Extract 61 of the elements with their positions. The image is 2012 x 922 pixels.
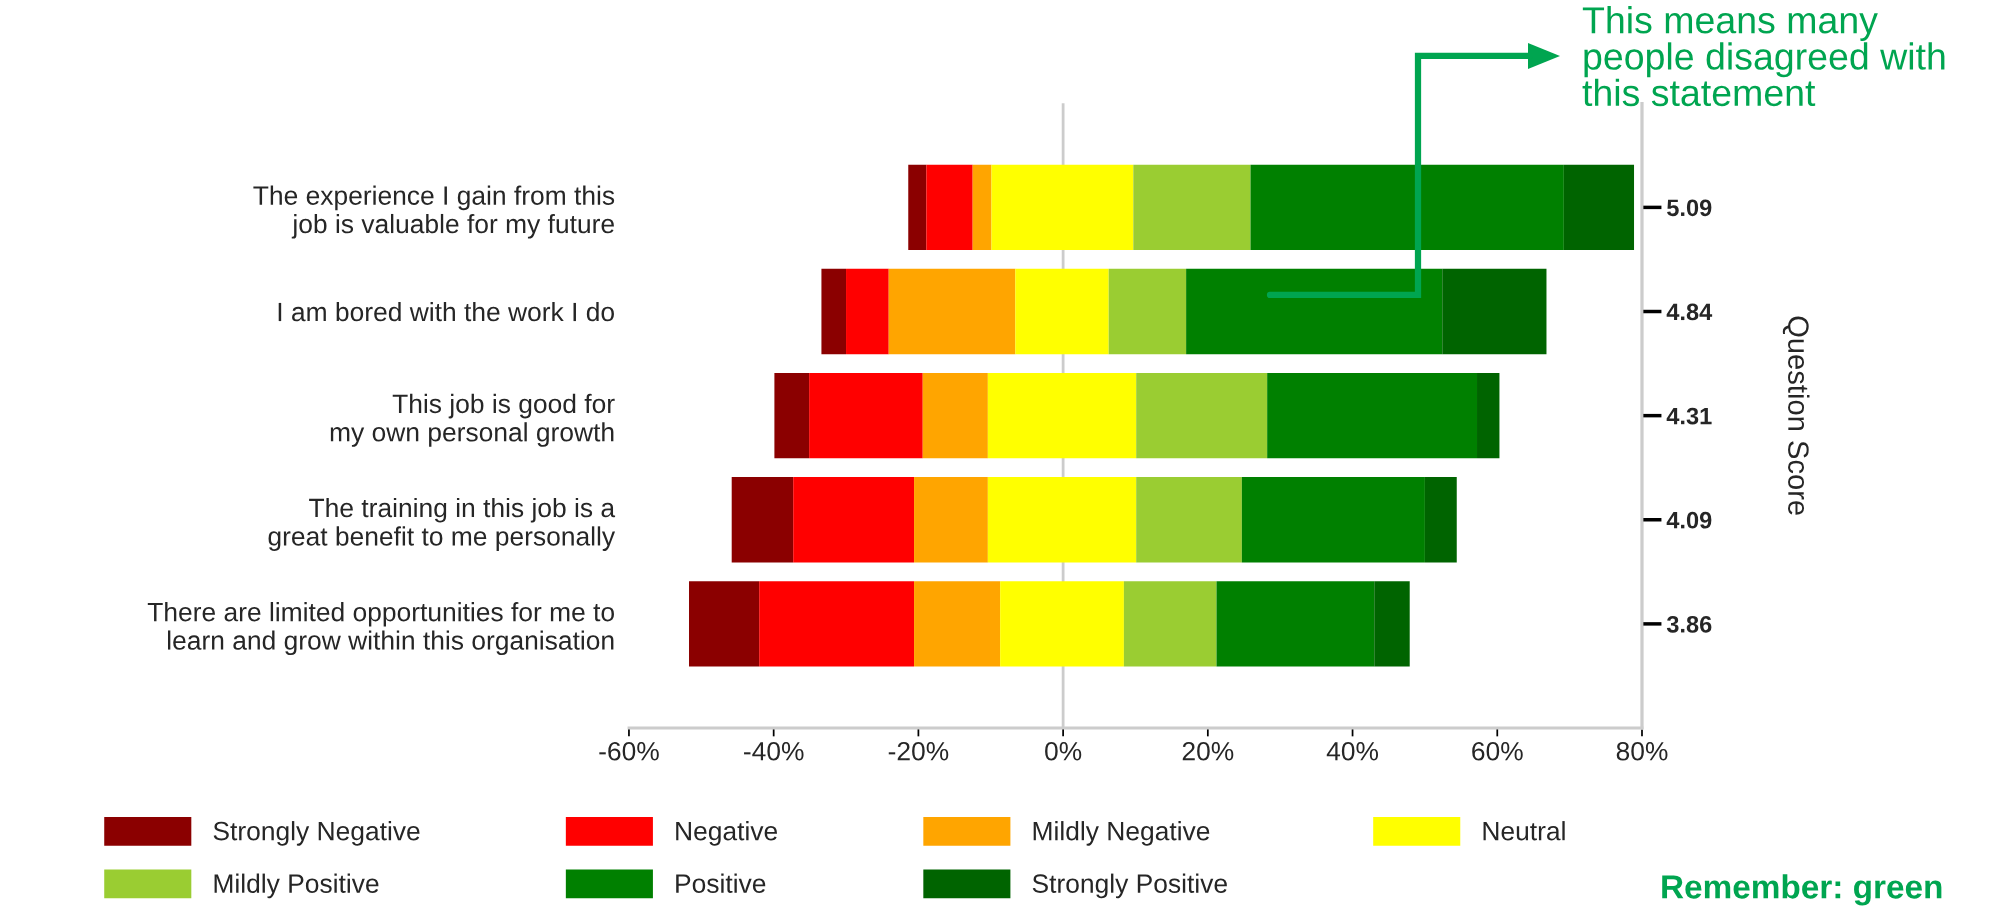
bar: [774, 372, 810, 459]
bar: [1123, 581, 1217, 667]
x-tick-label: 60%: [1472, 741, 1523, 761]
bar: [926, 164, 973, 251]
bar: [1424, 477, 1457, 563]
bar: [821, 268, 847, 355]
bar: [793, 477, 915, 563]
legend-label: Mildly Positive: [214, 873, 379, 899]
x-tick-label: -60%: [599, 741, 659, 761]
y2-tick-label: 3.86: [1666, 615, 1712, 633]
legend-label: Mildly Negative: [1033, 821, 1210, 846]
bar: [1133, 164, 1251, 251]
bar: [1136, 372, 1268, 459]
bar: [987, 372, 1137, 459]
bar: [1477, 372, 1500, 459]
bar: [1374, 581, 1410, 667]
bar: [914, 477, 988, 563]
bar: [759, 581, 915, 667]
y-tick-label: This job is good for my own personal growth: [330, 393, 615, 447]
bar: [987, 477, 1137, 563]
y2-tick-label: 4.31: [1666, 407, 1712, 425]
bar: [914, 581, 1001, 667]
legend-label: Neutral: [1483, 821, 1565, 841]
bar: [991, 164, 1134, 251]
y2-tick-label: 5.09: [1667, 199, 1712, 217]
bar: [1563, 164, 1635, 251]
legend-label: Strongly Positive: [1032, 873, 1227, 899]
text: Remember: green: [1662, 874, 1942, 906]
y-tick-label: The experience I gain from this job is valuable for my future: [253, 185, 615, 239]
y2-tick-label: 4.09: [1666, 511, 1712, 529]
x-tick-label: 40%: [1326, 741, 1379, 761]
bar: [1015, 268, 1109, 355]
bar: [1136, 477, 1242, 563]
bar: [908, 164, 927, 251]
y-tick-label: There are limited opportunities for me to learn and grow within this organisation: [147, 602, 614, 656]
bar: [846, 268, 889, 355]
y2-tick-label: 4.84: [1666, 303, 1713, 321]
annotation: This means many people disagreed with this statement: [1582, 6, 1945, 107]
y2-axis-title: Question Score: [1782, 316, 1810, 515]
y-tick-label: I am bored with the work I do: [278, 301, 614, 322]
bar: [1000, 581, 1124, 667]
x-tick-label: 20%: [1182, 741, 1234, 761]
bar: [1216, 581, 1375, 667]
bar: [731, 477, 794, 563]
legend-label: Positive: [676, 873, 766, 893]
y-tick-label: The training in this job is a great benefit to me personally: [268, 497, 616, 551]
bar: [1267, 372, 1478, 459]
bar: [888, 268, 1016, 355]
x-tick-label: 0%: [1045, 741, 1082, 761]
x-tick-label: 80%: [1616, 741, 1668, 761]
bar: [689, 581, 760, 667]
x-tick-label: -40%: [744, 741, 804, 761]
bar: [1241, 477, 1425, 563]
bar: [1442, 268, 1547, 355]
bar: [922, 372, 988, 459]
bar: [1108, 268, 1187, 355]
bar: [809, 372, 923, 459]
legend-label: Negative: [676, 821, 778, 846]
bar: [972, 164, 992, 251]
legend-label: Strongly Negative: [213, 821, 420, 846]
x-tick-label: -20%: [888, 741, 949, 761]
